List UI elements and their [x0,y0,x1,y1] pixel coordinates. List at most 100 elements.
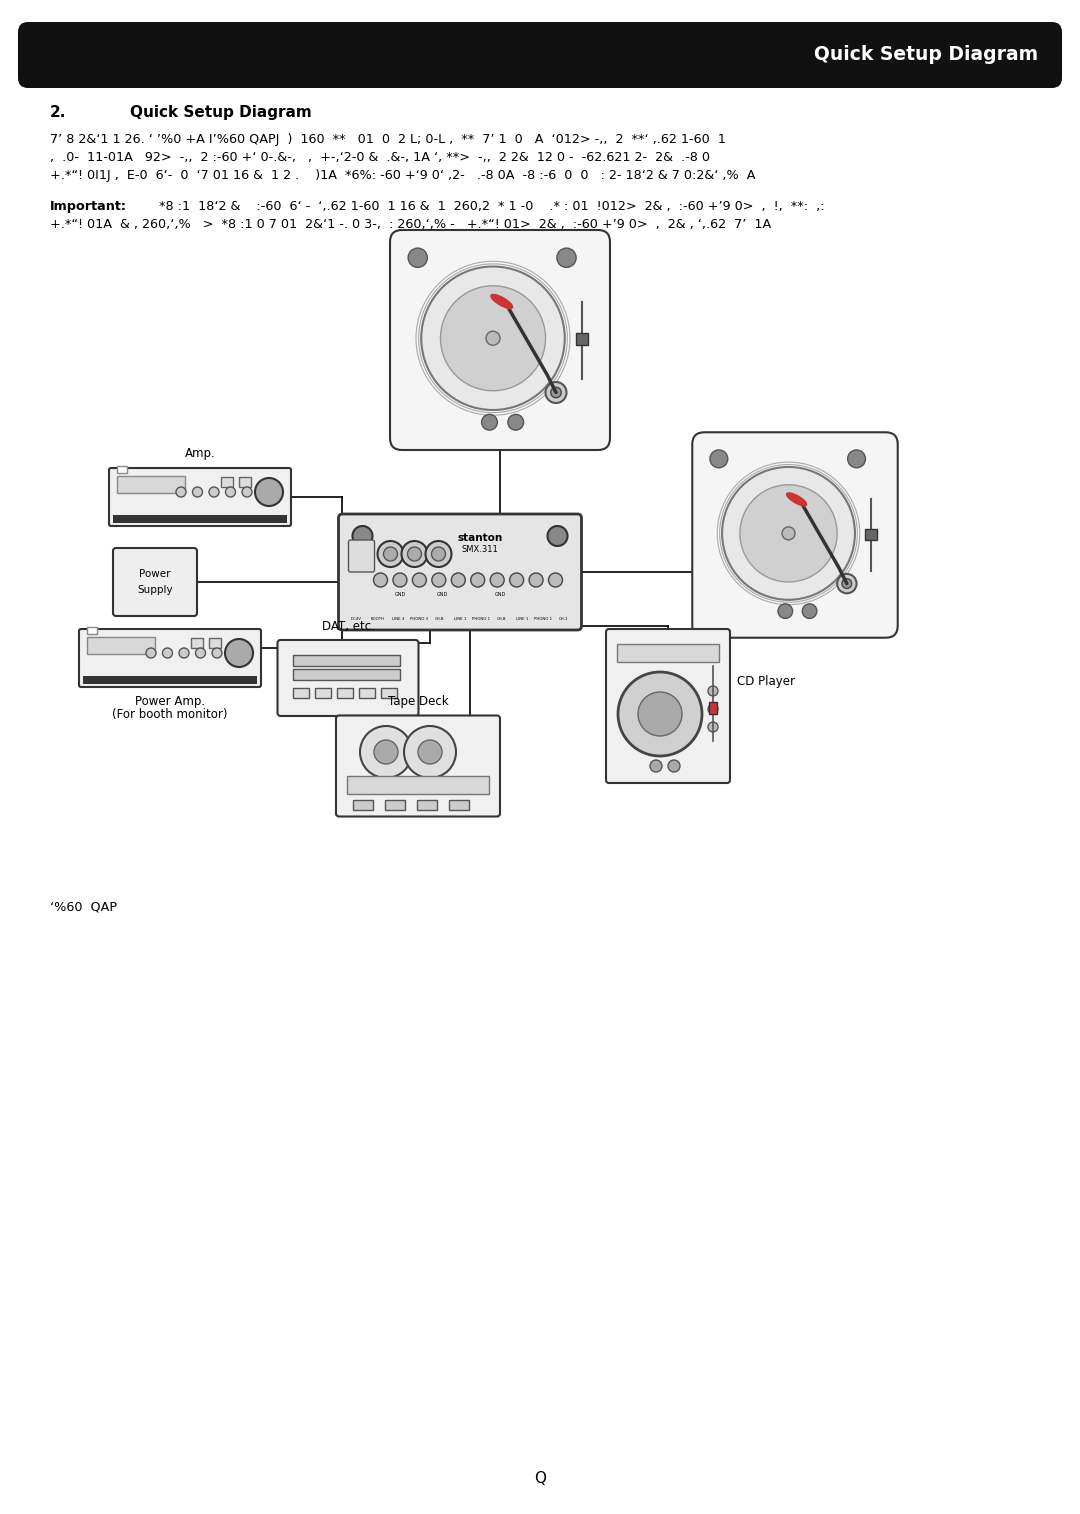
Text: ‘%60  QAP: ‘%60 QAP [50,899,117,913]
Circle shape [413,572,427,587]
Bar [359,687,375,698]
Circle shape [383,547,397,562]
Circle shape [432,572,446,587]
Bar [708,702,717,715]
Text: GND: GND [437,592,448,597]
Bar [191,637,203,648]
Circle shape [255,478,283,506]
FancyBboxPatch shape [349,540,375,572]
Text: +.*“! 01A  & , 260,‘,%   >  *8 :1 0 7 01  2&‘1 -. 0 3-,  : 260,‘,% -   +.*“! 01>: +.*“! 01A & , 260,‘,% > *8 :1 0 7 01 2&‘… [50,218,771,232]
Bar [337,687,352,698]
Text: GND: GND [395,592,406,597]
Bar [117,466,127,472]
Circle shape [176,488,186,497]
Circle shape [192,488,203,497]
Circle shape [441,286,545,391]
Circle shape [162,648,173,659]
Circle shape [638,692,681,736]
Circle shape [374,740,399,765]
Circle shape [740,484,837,581]
Circle shape [837,574,856,593]
Circle shape [226,488,235,497]
Circle shape [426,540,451,568]
Circle shape [548,525,567,547]
FancyBboxPatch shape [692,433,897,637]
Circle shape [708,704,718,715]
Circle shape [471,572,485,587]
Bar [865,528,877,540]
Circle shape [723,466,855,600]
Text: DC4V: DC4V [351,618,362,621]
Circle shape [482,415,498,430]
Circle shape [842,578,852,589]
Bar [384,799,405,810]
Bar [83,675,257,684]
FancyBboxPatch shape [338,513,581,630]
Circle shape [802,604,816,618]
Text: Supply: Supply [137,584,173,595]
Circle shape [408,248,428,268]
Text: *8 :1  18‘2 &    :-60  6‘ -  ‘,.62 1-60  1 16 &  1  260,2  * 1 -0    .* : 01  !0: *8 :1 18‘2 & :-60 6‘ - ‘,.62 1-60 1 16 &… [156,200,825,213]
Circle shape [374,572,388,587]
Bar [347,777,489,793]
Circle shape [551,388,562,398]
Circle shape [549,572,563,587]
Text: (For booth monitor): (For booth monitor) [112,709,228,721]
Circle shape [212,648,222,659]
FancyBboxPatch shape [18,23,1062,88]
Circle shape [778,604,793,618]
Bar [417,799,437,810]
Bar [117,475,185,494]
Circle shape [352,525,373,547]
Ellipse shape [786,494,807,506]
Circle shape [421,266,565,410]
Text: Quick Setup Diagram: Quick Setup Diagram [130,104,312,120]
Circle shape [490,572,504,587]
Circle shape [710,450,728,468]
Bar [314,687,330,698]
Circle shape [529,572,543,587]
Bar [293,656,400,666]
Text: Amp.: Amp. [185,447,215,460]
Circle shape [146,648,156,659]
Circle shape [708,722,718,731]
Text: CD Player: CD Player [737,675,795,687]
Ellipse shape [491,295,513,309]
Circle shape [848,450,865,468]
Circle shape [510,572,524,587]
Text: LINE 1: LINE 1 [516,618,528,621]
Circle shape [404,727,456,778]
Text: Important:: Important: [50,200,127,213]
Circle shape [708,686,718,696]
FancyBboxPatch shape [79,628,261,687]
Text: SMX.311: SMX.311 [461,545,498,554]
Text: CH-B: CH-B [434,618,444,621]
Circle shape [360,727,411,778]
Circle shape [242,488,252,497]
Circle shape [432,547,446,562]
Text: Tape Deck: Tape Deck [388,695,448,709]
Bar [353,799,373,810]
FancyBboxPatch shape [390,230,610,450]
Circle shape [378,540,404,568]
Text: GND: GND [495,592,507,597]
Circle shape [508,415,524,430]
Text: BOOTH: BOOTH [370,618,384,621]
Bar [293,687,309,698]
Circle shape [486,332,500,345]
Text: LINE 3: LINE 3 [392,618,404,621]
FancyBboxPatch shape [278,640,419,716]
Text: ,  .0-  11-01A   92>  -,,  2 :-60 +‘ 0-.&-,   ,  +-,‘2-0 &  .&-, 1A ‘, **>  -,, : , .0- 11-01A 92> -,, 2 :-60 +‘ 0-.&-, , … [50,151,710,164]
Bar [449,799,469,810]
Bar [113,515,287,522]
Text: PHONO 1: PHONO 1 [534,618,552,621]
Text: 2.: 2. [50,104,66,120]
Text: stanton: stanton [457,533,502,544]
Circle shape [618,672,702,755]
Circle shape [545,382,567,403]
Circle shape [393,572,407,587]
Text: 7’ 8 2&‘1 1 26. ‘ ’%0 +A I’%60 QAPJ  )  160  **   01  0  2 L; 0-L ,  **  7’ 1  0: 7’ 8 2&‘1 1 26. ‘ ’%0 +A I’%60 QAPJ ) 16… [50,133,726,145]
Bar [240,477,252,488]
Text: PHONO 1: PHONO 1 [472,618,489,621]
Text: Power: Power [139,569,171,578]
